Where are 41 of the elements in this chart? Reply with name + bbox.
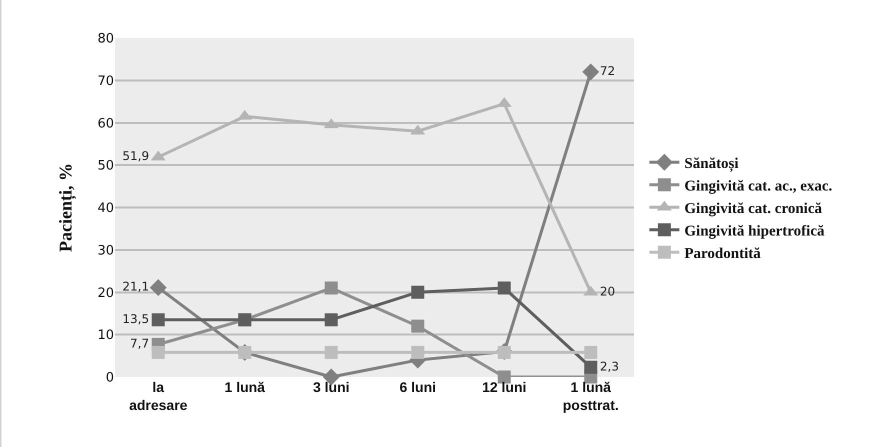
point <box>324 346 338 359</box>
x-tick-label: 1 lună <box>224 379 266 395</box>
point <box>584 346 598 359</box>
data-label: 51,9 <box>122 149 150 164</box>
legend-label: Gingivită hipertrofică <box>684 224 826 240</box>
data-label: 72 <box>600 64 616 78</box>
y-tick-label: 30 <box>97 243 114 258</box>
point <box>411 346 424 359</box>
x-tick-label: 6 luni <box>399 379 436 395</box>
x-tick-label: la adresare <box>129 379 188 414</box>
y-tick-label: 10 <box>97 328 114 344</box>
point <box>324 282 338 295</box>
y-tick-label: 20 <box>97 286 114 301</box>
legend-label: Gingivită cat. cronică <box>684 201 822 218</box>
x-tick-label: 1 lună posttrat. <box>562 379 619 414</box>
y-tick-label: 60 <box>97 116 114 132</box>
x-tick-label: 12 luni <box>482 379 526 395</box>
point <box>324 313 338 326</box>
point <box>584 360 598 374</box>
point <box>152 346 165 359</box>
x-tick-label: 3 luni <box>312 379 350 395</box>
data-label: 20 <box>600 284 616 298</box>
legend-label: Parodontită <box>684 246 762 262</box>
y-axis-title: Pacienți, % <box>56 163 77 252</box>
point <box>411 320 424 333</box>
y-tick-label: 70 <box>97 74 114 89</box>
y-tick-label: 50 <box>97 158 114 174</box>
y-tick-label: 80 <box>97 32 114 47</box>
data-label: 21,1 <box>122 280 150 294</box>
point <box>498 282 511 295</box>
legend-label: Gingivită cat. ac., exac. <box>684 178 833 195</box>
legend-label: Sănătoși <box>684 156 739 172</box>
y-tick-label: 0 <box>106 370 114 386</box>
y-tick-label: 40 <box>97 201 114 216</box>
data-label: 2,3 <box>600 359 619 374</box>
point <box>152 313 165 326</box>
point <box>498 370 511 384</box>
data-label: 13,5 <box>122 312 150 326</box>
point <box>411 286 424 299</box>
point <box>150 279 167 296</box>
data-label: 7,7 <box>130 336 150 350</box>
